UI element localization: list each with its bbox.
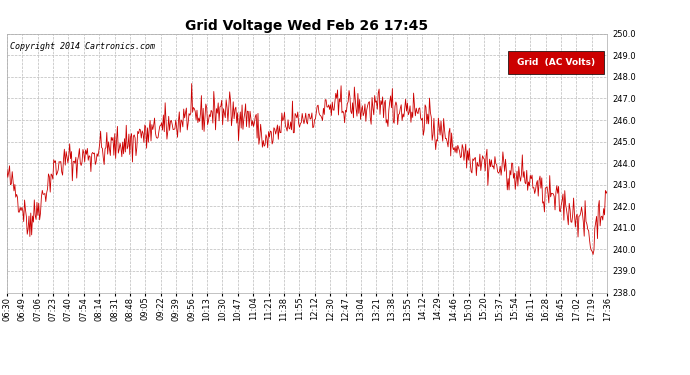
Text: Copyright 2014 Cartronics.com: Copyright 2014 Cartronics.com — [10, 42, 155, 51]
Title: Grid Voltage Wed Feb 26 17:45: Grid Voltage Wed Feb 26 17:45 — [186, 19, 428, 33]
FancyBboxPatch shape — [508, 51, 604, 74]
Text: Grid  (AC Volts): Grid (AC Volts) — [517, 58, 595, 67]
